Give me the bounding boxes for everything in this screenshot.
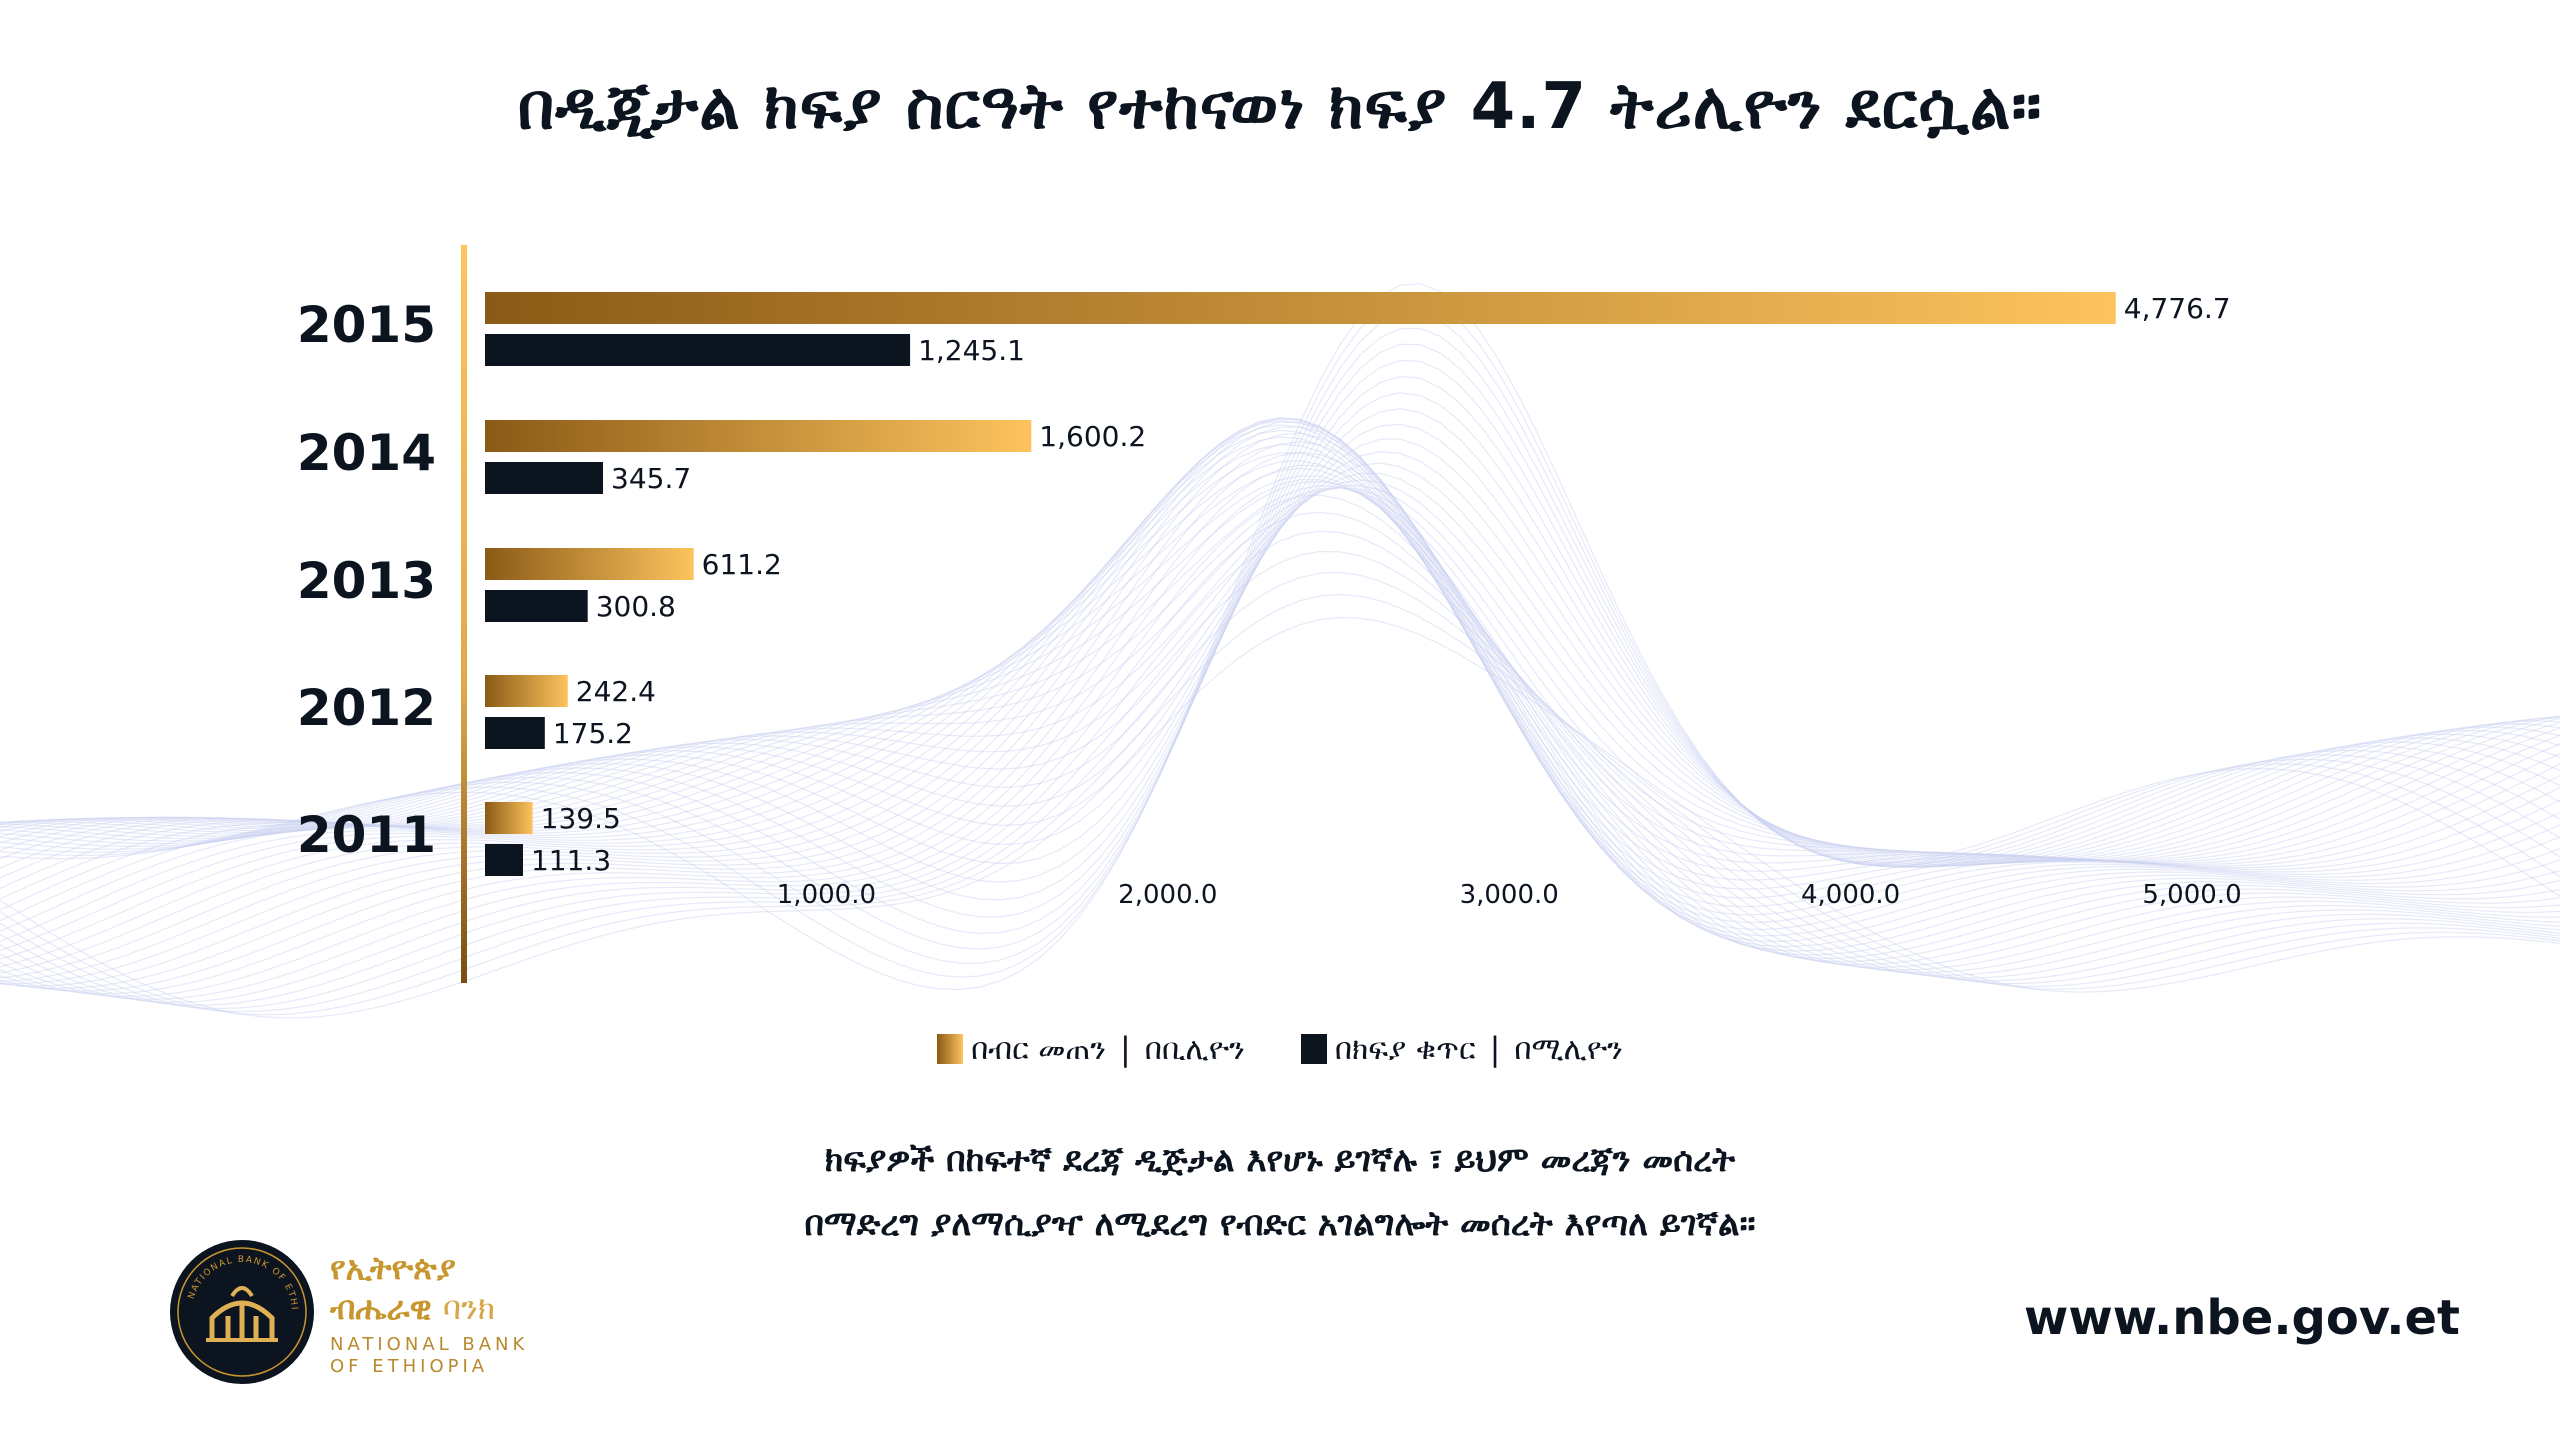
bank-name-english-line2: OF ETHIOPIA: [330, 1356, 489, 1377]
bank-name-amharic-light: ባንክ: [442, 1289, 496, 1327]
value-label-amount-2013: 611.2: [702, 548, 782, 581]
bar-count-2012: [485, 717, 545, 749]
caption-text: ክፍያዎች በከፍተኛ ደረጃ ዲጅታል እየሆኑ ይገኛሉ ፣ ይህም መረጃ…: [0, 1128, 2560, 1256]
value-label-amount-2012: 242.4: [576, 675, 656, 708]
x-tick-label: 4,000.0: [1801, 880, 1900, 910]
x-tick-label: 3,000.0: [1460, 880, 1559, 910]
bar-amount-2015: [485, 292, 2116, 324]
bank-name-amharic-line1: የኢትዮጵያ: [330, 1249, 456, 1287]
value-label-amount-2011: 139.5: [541, 802, 621, 835]
website-url[interactable]: www.nbe.gov.et: [2024, 1290, 2460, 1346]
bar-amount-2014: [485, 420, 1032, 452]
legend-item-amount: በብር መጠን | በቢሊዮን: [937, 1030, 1245, 1068]
category-label-2012: 2012: [297, 679, 436, 737]
legend-separator: |: [1489, 1030, 1501, 1068]
bank-name-block: የኢትዮጵያ ብሔራዊ ባንክ NATIONAL BANK OF ETHIOPI…: [330, 1248, 528, 1378]
bank-logo: NATIONAL BANK OF ETHIOPIA የኢትዮጵያ ብሔራዊ ባን…: [170, 1240, 590, 1390]
legend-swatch-navy: [1300, 1034, 1327, 1064]
value-label-count-2011: 111.3: [531, 844, 611, 877]
legend-swatch-gold: [937, 1034, 964, 1064]
category-label-2015: 2015: [297, 296, 436, 354]
category-label-2014: 2014: [297, 424, 436, 482]
x-tick-label: 1,000.0: [777, 880, 876, 910]
bank-name-english-line1: NATIONAL BANK: [330, 1334, 529, 1355]
bank-seal-icon: NATIONAL BANK OF ETHIOPIA: [170, 1240, 314, 1384]
value-label-count-2014: 345.7: [611, 462, 691, 495]
bar-count-2013: [485, 590, 588, 622]
legend-count-label: በክፍያ ቁጥር: [1334, 1031, 1476, 1067]
value-label-amount-2015: 4,776.7: [2124, 292, 2231, 325]
category-label-2013: 2013: [297, 552, 436, 610]
legend-item-count: በክፍያ ቁጥር | በሚሊዮን: [1300, 1030, 1623, 1068]
legend-amount-label: በብር መጠን: [971, 1031, 1106, 1067]
y-axis-line: [461, 245, 467, 983]
bar-amount-2011: [485, 802, 533, 834]
value-label-amount-2014: 1,600.2: [1039, 420, 1146, 453]
bar-amount-2012: [485, 675, 568, 707]
bar-amount-2013: [485, 548, 694, 580]
bar-chart: 4,776.7 1,245.1 1,600.2 345.7 611.2 300.8 242.…: [297, 245, 2242, 983]
caption-line-2: በማድረግ ያለማሲያዣ ለሚደረግ የብድር አገልግሎት መሰረት እየጣለ…: [804, 1204, 1756, 1244]
bar-count-2014: [485, 462, 604, 494]
x-tick-label: 2,000.0: [1118, 880, 1217, 910]
category-label-2011: 2011: [297, 806, 436, 864]
bank-name-amharic-bold: ብሔራዊ: [330, 1289, 432, 1327]
x-tick-label: 5,000.0: [2142, 880, 2241, 910]
caption-line-1: ክፍያዎች በከፍተኛ ደረጃ ዲጅታል እየሆኑ ይገኛሉ ፣ ይህም መረጃ…: [824, 1140, 1736, 1180]
legend-separator: |: [1120, 1030, 1131, 1068]
legend-count-unit: በሚሊዮን: [1514, 1031, 1623, 1067]
value-label-count-2015: 1,245.1: [918, 334, 1025, 367]
bar-count-2011: [485, 844, 523, 876]
value-label-count-2012: 175.2: [553, 717, 633, 750]
bar-count-2015: [485, 334, 911, 366]
chart-legend: በብር መጠን | በቢሊዮን በክፍያ ቁጥር | በሚሊዮን: [0, 1030, 2560, 1068]
legend-amount-unit: በቢሊዮን: [1144, 1031, 1245, 1067]
value-label-count-2013: 300.8: [596, 590, 676, 623]
page-title: በዲጂታል ክፍያ ስርዓት የተከናወነ ክፍያ 4.7 ትሪሊዮን ደርሷል…: [517, 70, 2043, 144]
